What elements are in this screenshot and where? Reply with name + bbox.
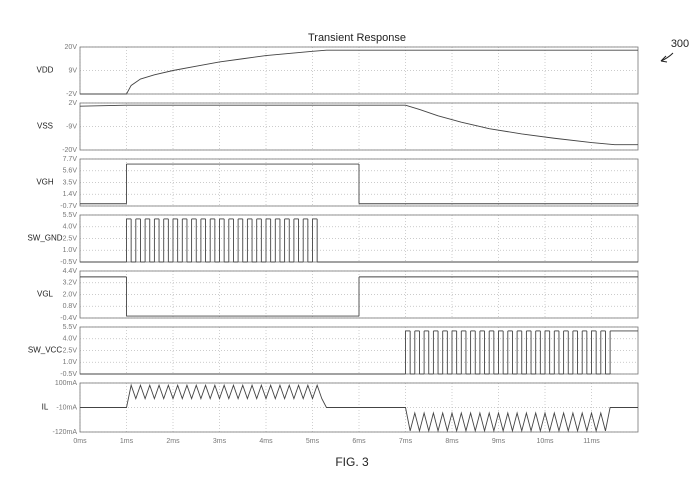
y-tick-label: 4.4V: [63, 268, 78, 275]
y-tick-label: 1.4V: [63, 191, 78, 198]
x-tick-label: 1ms: [120, 438, 134, 445]
figure-label: FIG. 3: [335, 455, 369, 469]
y-tick-label: 2.5V: [63, 235, 78, 242]
waveform: [80, 383, 638, 433]
y-axis-label: VSS: [37, 122, 53, 131]
y-tick-label: 3.2V: [63, 280, 78, 287]
y-tick-label: 4.0V: [63, 224, 78, 231]
reference-arrowhead: [660, 55, 668, 63]
y-tick-label: 1.0V: [63, 359, 78, 366]
x-tick-label: 3ms: [213, 438, 227, 445]
y-tick-label: 3.5V: [63, 179, 78, 186]
y-tick-label: -0.5V: [60, 371, 77, 378]
y-tick-label: 4.0V: [63, 336, 78, 343]
y-tick-label: 5.6V: [63, 168, 78, 175]
y-tick-label: 1.0V: [63, 247, 78, 254]
y-tick-label: 20V: [65, 44, 78, 51]
y-tick-label: 9V: [68, 67, 77, 74]
y-tick-label: -20V: [62, 147, 77, 154]
y-tick-label: -9V: [66, 123, 77, 130]
panel-frame: [79, 46, 639, 95]
y-tick-label: 2.0V: [63, 291, 78, 298]
y-tick-label: 5.5V: [63, 212, 78, 219]
y-tick-label: -10mA: [56, 404, 77, 411]
x-tick-label: 9ms: [492, 438, 506, 445]
y-tick-label: 0.8V: [63, 303, 78, 310]
x-tick-label: 2ms: [166, 438, 180, 445]
y-axis-label: IL: [42, 403, 49, 412]
waveform: [79, 104, 638, 146]
y-tick-label: -2V: [66, 91, 77, 98]
reference-numeral: 300: [671, 38, 689, 50]
x-tick-label: 10ms: [536, 438, 554, 445]
y-tick-label: 100mA: [55, 380, 78, 387]
y-axis-label: VGL: [37, 290, 54, 299]
waveform: [80, 49, 638, 95]
y-tick-label: -0.5V: [60, 259, 77, 266]
x-tick-label: 11ms: [583, 438, 600, 445]
y-tick-label: 7.7V: [63, 156, 78, 163]
y-axis-label: SW_GND: [27, 234, 62, 243]
y-tick-label: 2V: [68, 100, 77, 107]
x-tick-label: 6ms: [352, 438, 366, 445]
x-tick-label: 5ms: [306, 438, 320, 445]
panel-frame: [79, 102, 639, 151]
panel-frame: [79, 270, 639, 319]
x-tick-label: 8ms: [445, 438, 459, 445]
y-tick-label: -0.4V: [60, 315, 77, 322]
y-tick-label: 2.5V: [63, 347, 78, 354]
y-tick-label: -0.7V: [60, 203, 77, 210]
x-tick-label: 0ms: [73, 438, 87, 445]
y-axis-label: VDD: [37, 66, 54, 75]
y-axis-label: SW_VCC: [28, 346, 62, 355]
x-tick-label: 7ms: [399, 438, 413, 445]
y-tick-label: -120mA: [52, 429, 77, 436]
y-axis-label: VGH: [36, 178, 54, 187]
x-tick-label: 4ms: [259, 438, 273, 445]
panel-frame: [79, 158, 639, 207]
y-tick-label: 5.5V: [63, 324, 78, 331]
chart-title: Transient Response: [308, 32, 406, 44]
